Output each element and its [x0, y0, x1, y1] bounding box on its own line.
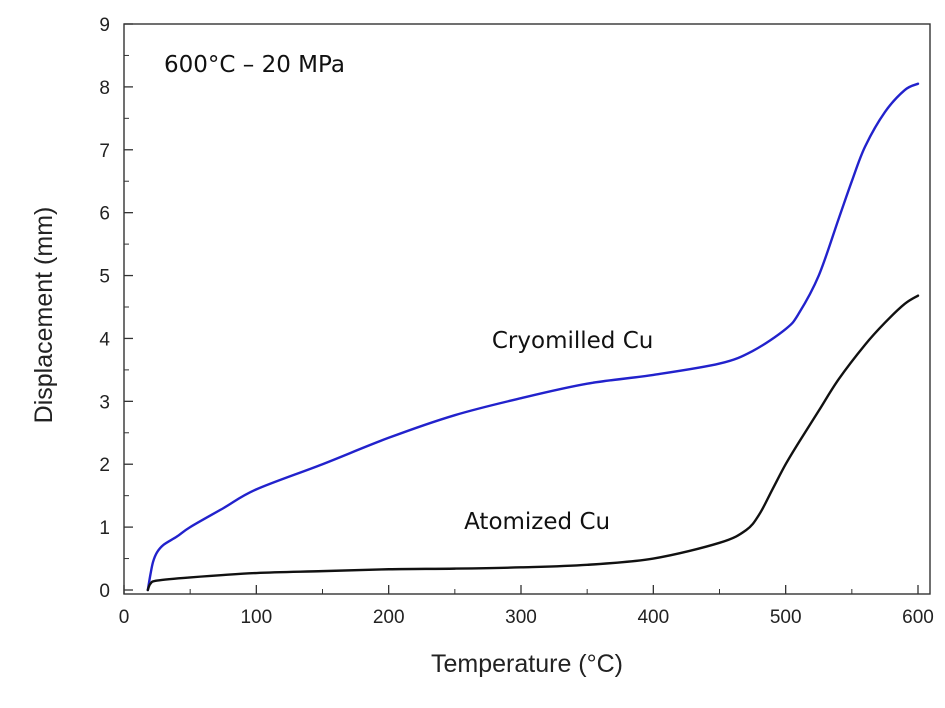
series-labels: Cryomilled Cu Atomized Cu — [464, 328, 653, 535]
series-layer — [146, 82, 920, 592]
plot-frame — [123, 23, 931, 595]
y-axis: 0 1 2 3 4 5 6 7 8 9 — [99, 15, 133, 602]
y-tick-label: 2 — [99, 455, 110, 476]
chart-annotation: 600°C – 20 MPa — [164, 52, 345, 78]
series-line-cryomilled-cu — [146, 82, 920, 592]
x-axis-title: Temperature (°C) — [431, 650, 623, 678]
y-tick-label: 7 — [99, 141, 110, 162]
x-tick-label: 600 — [902, 607, 934, 628]
x-tick-label: 100 — [240, 607, 272, 628]
y-tick-label: 1 — [99, 518, 110, 539]
y-tick-label: 0 — [99, 581, 110, 602]
y-tick-label: 4 — [99, 329, 110, 350]
y-tick-label: 6 — [99, 204, 110, 225]
x-tick-label: 400 — [637, 607, 669, 628]
series-label-cryomilled-cu: Cryomilled Cu — [492, 328, 653, 354]
x-tick-label: 500 — [770, 607, 802, 628]
y-tick-label: 3 — [99, 392, 110, 413]
x-axis: 0 100 200 300 400 500 600 — [119, 585, 934, 628]
y-tick-label: 5 — [99, 267, 110, 288]
x-tick-label: 200 — [373, 607, 405, 628]
x-tick-label: 300 — [505, 607, 537, 628]
series-label-atomized-cu: Atomized Cu — [464, 509, 610, 535]
y-tick-label: 8 — [99, 78, 110, 99]
x-tick-label: 0 — [119, 607, 130, 628]
series-line-atomized-cu — [146, 294, 920, 592]
y-tick-label: 9 — [99, 15, 110, 36]
y-axis-title: Displacement (mm) — [30, 207, 58, 424]
